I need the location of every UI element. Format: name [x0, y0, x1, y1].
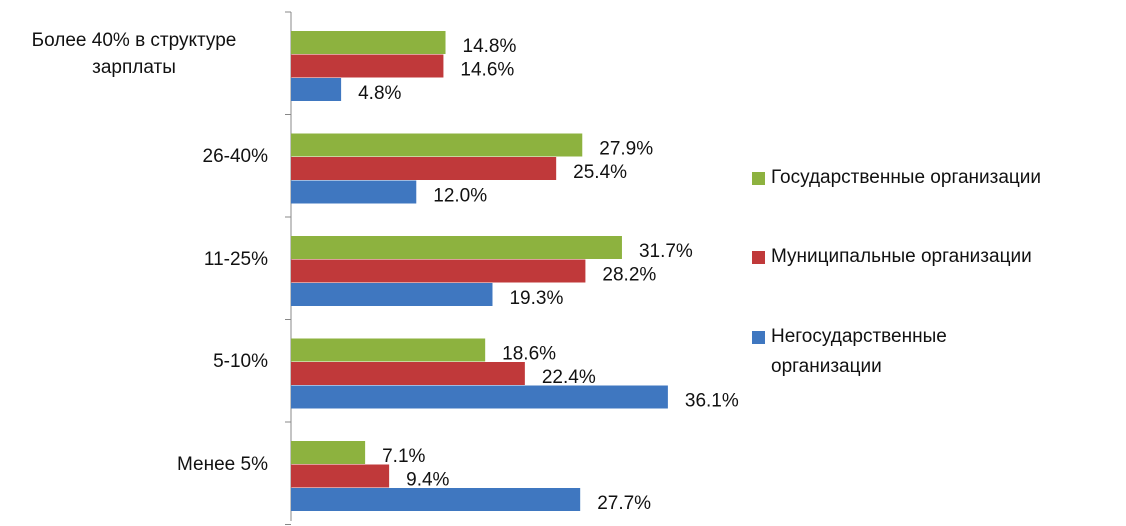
bar — [291, 362, 525, 385]
bar — [291, 488, 581, 511]
category-text: 26-40% — [202, 146, 269, 168]
legend-label: Государственные организации — [771, 167, 1042, 188]
legend-swatch — [752, 251, 765, 264]
bar — [291, 78, 342, 101]
value-label: 19.3% — [509, 288, 563, 309]
bar — [291, 283, 493, 306]
value-label: 27.9% — [599, 138, 653, 159]
bar — [291, 157, 557, 180]
legend-item: Государственные организации — [752, 163, 1112, 193]
bar — [291, 338, 486, 362]
value-label: 36.1% — [685, 390, 739, 411]
legend-label: Муниципальные организации — [771, 246, 1032, 267]
bar — [291, 133, 583, 157]
category-label: 11-25% — [0, 246, 268, 273]
value-label: 9.4% — [406, 469, 449, 490]
value-label: 4.8% — [358, 83, 401, 104]
value-label: 14.8% — [463, 36, 517, 57]
value-label: 31.7% — [639, 241, 693, 262]
value-label: 22.4% — [542, 367, 596, 388]
legend-item: Муниципальные организации — [752, 242, 1112, 272]
category-label: 5-10% — [0, 348, 268, 375]
value-label: 25.4% — [573, 162, 627, 183]
value-label: 28.2% — [602, 264, 656, 285]
category-text: Менее 5% — [177, 453, 268, 475]
legend-item: Негосударственные организации — [752, 322, 1112, 382]
bar — [291, 464, 390, 488]
value-label: 14.6% — [460, 59, 514, 80]
category-label: Более 40% в структуре зарплаты — [0, 27, 268, 81]
bar — [291, 180, 417, 204]
bar — [291, 31, 446, 54]
bar — [291, 441, 366, 464]
category-text: 11-25% — [203, 248, 268, 270]
category-label: 26-40% — [0, 143, 269, 170]
value-label: 18.6% — [502, 343, 556, 364]
category-text: 5-10% — [213, 351, 268, 373]
legend-swatch — [752, 172, 765, 185]
value-label: 12.0% — [433, 185, 487, 206]
value-label: 7.1% — [382, 446, 425, 467]
bar — [291, 385, 668, 409]
bar — [291, 54, 444, 78]
legend-swatch — [752, 331, 765, 344]
bar — [291, 259, 586, 283]
category-label: Менее 5% — [0, 451, 268, 478]
value-label: 27.7% — [597, 493, 651, 514]
category-text: Более 40% в структуре зарплаты — [31, 30, 237, 79]
bar — [291, 236, 622, 259]
legend-label: Негосударственные организации — [771, 326, 947, 377]
